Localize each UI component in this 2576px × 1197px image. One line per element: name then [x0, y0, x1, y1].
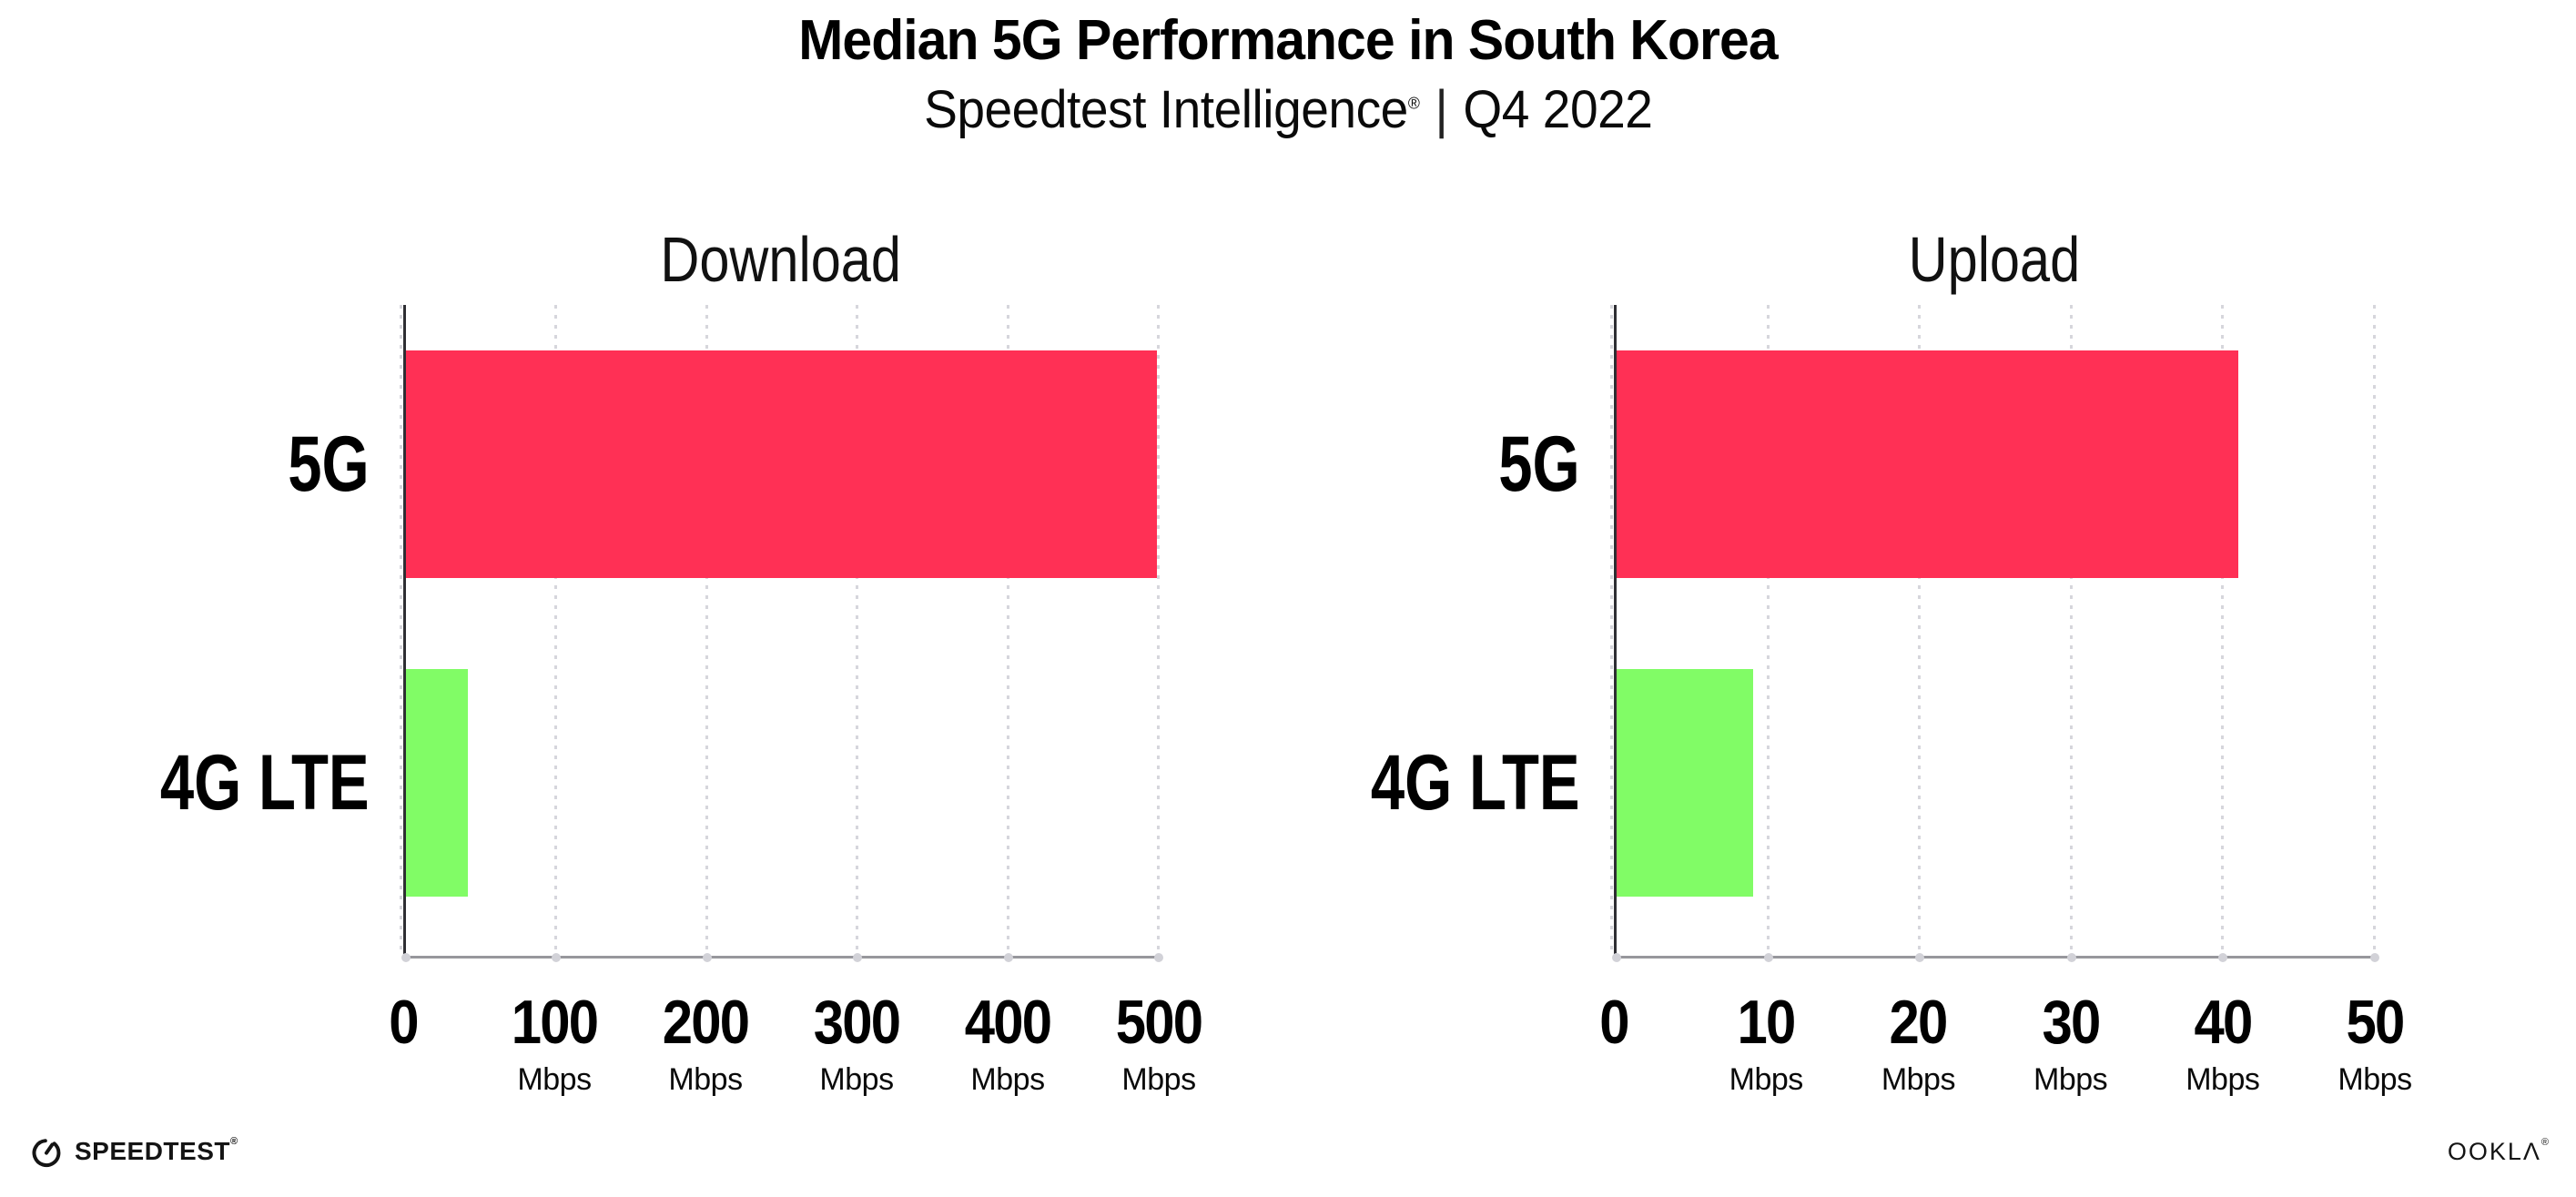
tick-value: 40: [2194, 988, 2253, 1057]
tick-unit: Mbps: [1881, 1062, 1956, 1097]
speedtest-logo: SPEEDTEST®: [29, 1134, 238, 1169]
tick-dot-100: [552, 953, 562, 962]
category-label-5g: 5G: [1498, 421, 1580, 508]
tick-value: 100: [511, 988, 599, 1057]
bar-5g: [1617, 350, 2239, 578]
download-plot-area: 5G 4G LTE: [160, 305, 1163, 962]
tick-label-0: 0: [387, 991, 420, 1053]
subtitle-product: Speedtest Intelligence: [923, 80, 1408, 139]
tick-value: 30: [2042, 988, 2101, 1057]
gridline-30: [2069, 305, 2073, 956]
tick-dot-400: [1003, 953, 1013, 962]
tick-dot-0: [401, 953, 411, 962]
tick-unit: Mbps: [668, 1062, 743, 1097]
tick-value: 200: [662, 988, 750, 1057]
tick-label-100: 100 Mbps: [505, 991, 603, 1095]
tick-label-300: 300 Mbps: [807, 991, 905, 1095]
tick-unit: Mbps: [1729, 1062, 1804, 1097]
upload-chart-title: Upload: [1908, 224, 2081, 295]
gridline-100: [554, 305, 558, 956]
download-chart-title: Download: [660, 224, 902, 295]
tick-value: 400: [964, 988, 1052, 1057]
tick-label-10: 10 Mbps: [1729, 988, 1804, 1097]
gridline-10: [1766, 305, 1770, 956]
tick-value: 10: [1737, 988, 1797, 1057]
tick-label-30: 30 Mbps: [2033, 988, 2108, 1097]
tick-dot-20: [1915, 953, 1925, 962]
bar-4g-lte: [1617, 669, 1753, 897]
tick-value: 20: [1889, 988, 1949, 1057]
category-label-5g: 5G: [288, 421, 370, 508]
tick-label-500: 500 Mbps: [1110, 991, 1207, 1095]
tick-dot-500: [1154, 953, 1163, 962]
tick-dot-10: [1763, 953, 1773, 962]
download-x-axis-labels: 0 100 Mbps 200 Mbps 300 Mbps 400 Mbps 500 Mbps: [389, 991, 1203, 1137]
gridline-50: [2373, 305, 2376, 956]
ookla-registered-mark-icon: ®: [2541, 1137, 2551, 1148]
upload-plot-area: 5G 4G LTE: [1371, 305, 2379, 962]
speedtest-registered-mark-icon: ®: [229, 1136, 238, 1147]
tick-value: 0: [389, 988, 419, 1057]
subtitle-separator: |: [1435, 80, 1448, 139]
bar-5g: [406, 350, 1158, 578]
tick-label-200: 200 Mbps: [656, 991, 754, 1095]
subtitle-period: Q4 2022: [1463, 80, 1653, 139]
tick-value: 50: [2346, 988, 2405, 1057]
tick-label-400: 400 Mbps: [958, 991, 1056, 1095]
tick-unit: Mbps: [1121, 1062, 1196, 1097]
registered-mark-icon: ®: [1407, 93, 1420, 113]
tick-label-50: 50 Mbps: [2338, 988, 2412, 1097]
tick-unit: Mbps: [2033, 1062, 2108, 1097]
gridline-500: [1157, 305, 1160, 956]
tick-dot-300: [853, 953, 863, 962]
tick-unit: Mbps: [2338, 1062, 2412, 1097]
speedtest-wordmark: SPEEDTEST®: [75, 1136, 238, 1165]
tick-value: 500: [1115, 988, 1203, 1057]
ookla-logo: OOKLΛ®: [2447, 1137, 2551, 1165]
tick-dot-50: [2370, 953, 2379, 962]
gridline-40: [2221, 305, 2225, 956]
gridline-300: [856, 305, 859, 956]
tick-label-20: 20 Mbps: [1881, 988, 1956, 1097]
gridline-200: [705, 305, 708, 956]
tick-unit: Mbps: [819, 1062, 894, 1097]
tick-dot-0: [1612, 953, 1621, 962]
tick-dot-30: [2066, 953, 2076, 962]
page-title: Median 5G Performance in South Korea: [798, 9, 1778, 72]
category-label-4g-lte: 4G LTE: [1371, 739, 1580, 827]
ookla-wordmark: OOKLΛ: [2447, 1138, 2541, 1165]
bar-4g-lte: [406, 669, 468, 897]
tick-unit: Mbps: [2186, 1062, 2260, 1097]
gridline-400: [1006, 305, 1009, 956]
gridline-20: [1918, 305, 1922, 956]
speedtest-gauge-icon: [32, 1139, 61, 1168]
page-subtitle: Speedtest Intelligence® | Q4 2022: [0, 84, 2576, 137]
tick-value: 0: [1599, 988, 1629, 1057]
tick-unit: Mbps: [970, 1062, 1045, 1097]
upload-x-axis-labels: 0 10 Mbps 20 Mbps 30 Mbps 40 Mbps 50 Mbps: [1599, 988, 2412, 1137]
gridline-0: [1610, 305, 1613, 956]
tick-value: 300: [813, 988, 901, 1057]
tick-unit: Mbps: [517, 1062, 592, 1097]
header: Median 5G Performance in South Korea Spe…: [0, 13, 2576, 137]
tick-label-40: 40 Mbps: [2186, 988, 2260, 1097]
tick-label-0: 0: [1597, 991, 1630, 1053]
tick-dot-40: [2218, 953, 2228, 962]
tick-dot-200: [702, 953, 712, 962]
category-label-4g-lte: 4G LTE: [160, 739, 370, 827]
gridline-0: [400, 305, 402, 956]
